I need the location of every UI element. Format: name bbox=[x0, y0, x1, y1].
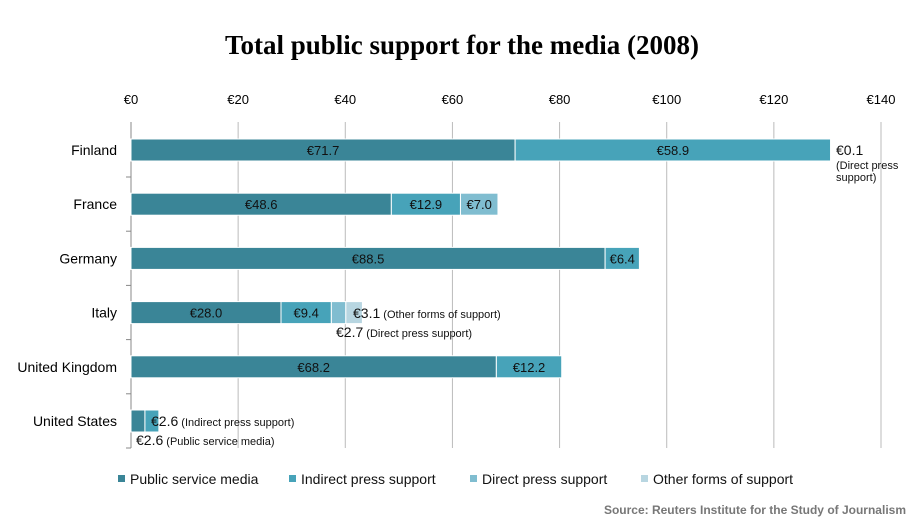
x-tick-label: €100 bbox=[652, 92, 681, 107]
data-label: €28.0 bbox=[190, 306, 223, 321]
category-label: United States bbox=[33, 413, 117, 429]
x-tick-label: €40 bbox=[334, 92, 356, 107]
annotation-value: €0.1 bbox=[836, 142, 863, 158]
data-label: €48.6 bbox=[245, 197, 278, 212]
x-tick-label: €0 bbox=[124, 92, 138, 107]
data-label: €68.2 bbox=[297, 360, 330, 375]
legend-label: Public service media bbox=[130, 471, 259, 487]
data-label: €71.7 bbox=[307, 143, 340, 158]
chart-title: Total public support for the media (2008… bbox=[224, 30, 700, 60]
legend-swatch bbox=[641, 475, 648, 482]
annotation-note: support) bbox=[836, 172, 876, 184]
annotation-note: (Indirect press support) bbox=[178, 417, 294, 429]
x-tick-label: €20 bbox=[227, 92, 249, 107]
bar-segment bbox=[495, 355, 563, 379]
annotation-value: €2.6 bbox=[136, 432, 163, 448]
bar-segment bbox=[830, 138, 833, 162]
bar-segment bbox=[130, 409, 146, 433]
annotation-note: (Direct press bbox=[836, 160, 899, 172]
annotation: €2.6 (Indirect press support) bbox=[151, 413, 294, 429]
category-label: France bbox=[73, 196, 117, 212]
data-label: €12.2 bbox=[513, 360, 546, 375]
category-label: Italy bbox=[91, 305, 117, 321]
data-label: €9.4 bbox=[294, 306, 319, 321]
data-label: €12.9 bbox=[410, 197, 443, 212]
annotation-value: €2.6 bbox=[151, 413, 178, 429]
annotation: €0.1 (Direct press support) bbox=[836, 142, 899, 184]
data-label: €7.0 bbox=[467, 197, 492, 212]
annotation: €3.1 (Other forms of support) bbox=[353, 305, 501, 321]
annotation-value: €3.1 bbox=[353, 305, 380, 321]
legend-swatch bbox=[118, 475, 125, 482]
bar-segment bbox=[459, 192, 499, 216]
bar-segment bbox=[345, 301, 363, 325]
legend-label: Direct press support bbox=[482, 471, 607, 487]
annotation: €2.7 (Direct press support) bbox=[336, 324, 472, 340]
x-tick-label: €120 bbox=[759, 92, 788, 107]
x-tick-label: €80 bbox=[549, 92, 571, 107]
annotation: €2.6 (Public service media) bbox=[136, 432, 275, 448]
category-label: Finland bbox=[71, 142, 117, 158]
data-label: €6.4 bbox=[610, 251, 635, 266]
legend-label: Indirect press support bbox=[301, 471, 436, 487]
data-label: €88.5 bbox=[352, 251, 385, 266]
legend-swatch bbox=[470, 475, 477, 482]
annotation-note: (Direct press support) bbox=[363, 328, 472, 340]
annotation-note: (Other forms of support) bbox=[380, 309, 500, 321]
annotation-value: €2.7 bbox=[336, 324, 363, 340]
bar-segment bbox=[330, 301, 347, 325]
category-label: United Kingdom bbox=[17, 359, 117, 375]
category-label: Germany bbox=[59, 250, 117, 266]
annotation-note: (Public service media) bbox=[163, 436, 274, 448]
legend-swatch bbox=[289, 475, 296, 482]
x-tick-label: €60 bbox=[442, 92, 464, 107]
data-label: €58.9 bbox=[657, 143, 690, 158]
source-note: Source: Reuters Institute for the Study … bbox=[603, 503, 906, 517]
legend-label: Other forms of support bbox=[653, 471, 793, 487]
x-tick-label: €140 bbox=[867, 92, 896, 107]
bar-segment bbox=[144, 409, 160, 433]
bar-segment bbox=[604, 246, 640, 270]
